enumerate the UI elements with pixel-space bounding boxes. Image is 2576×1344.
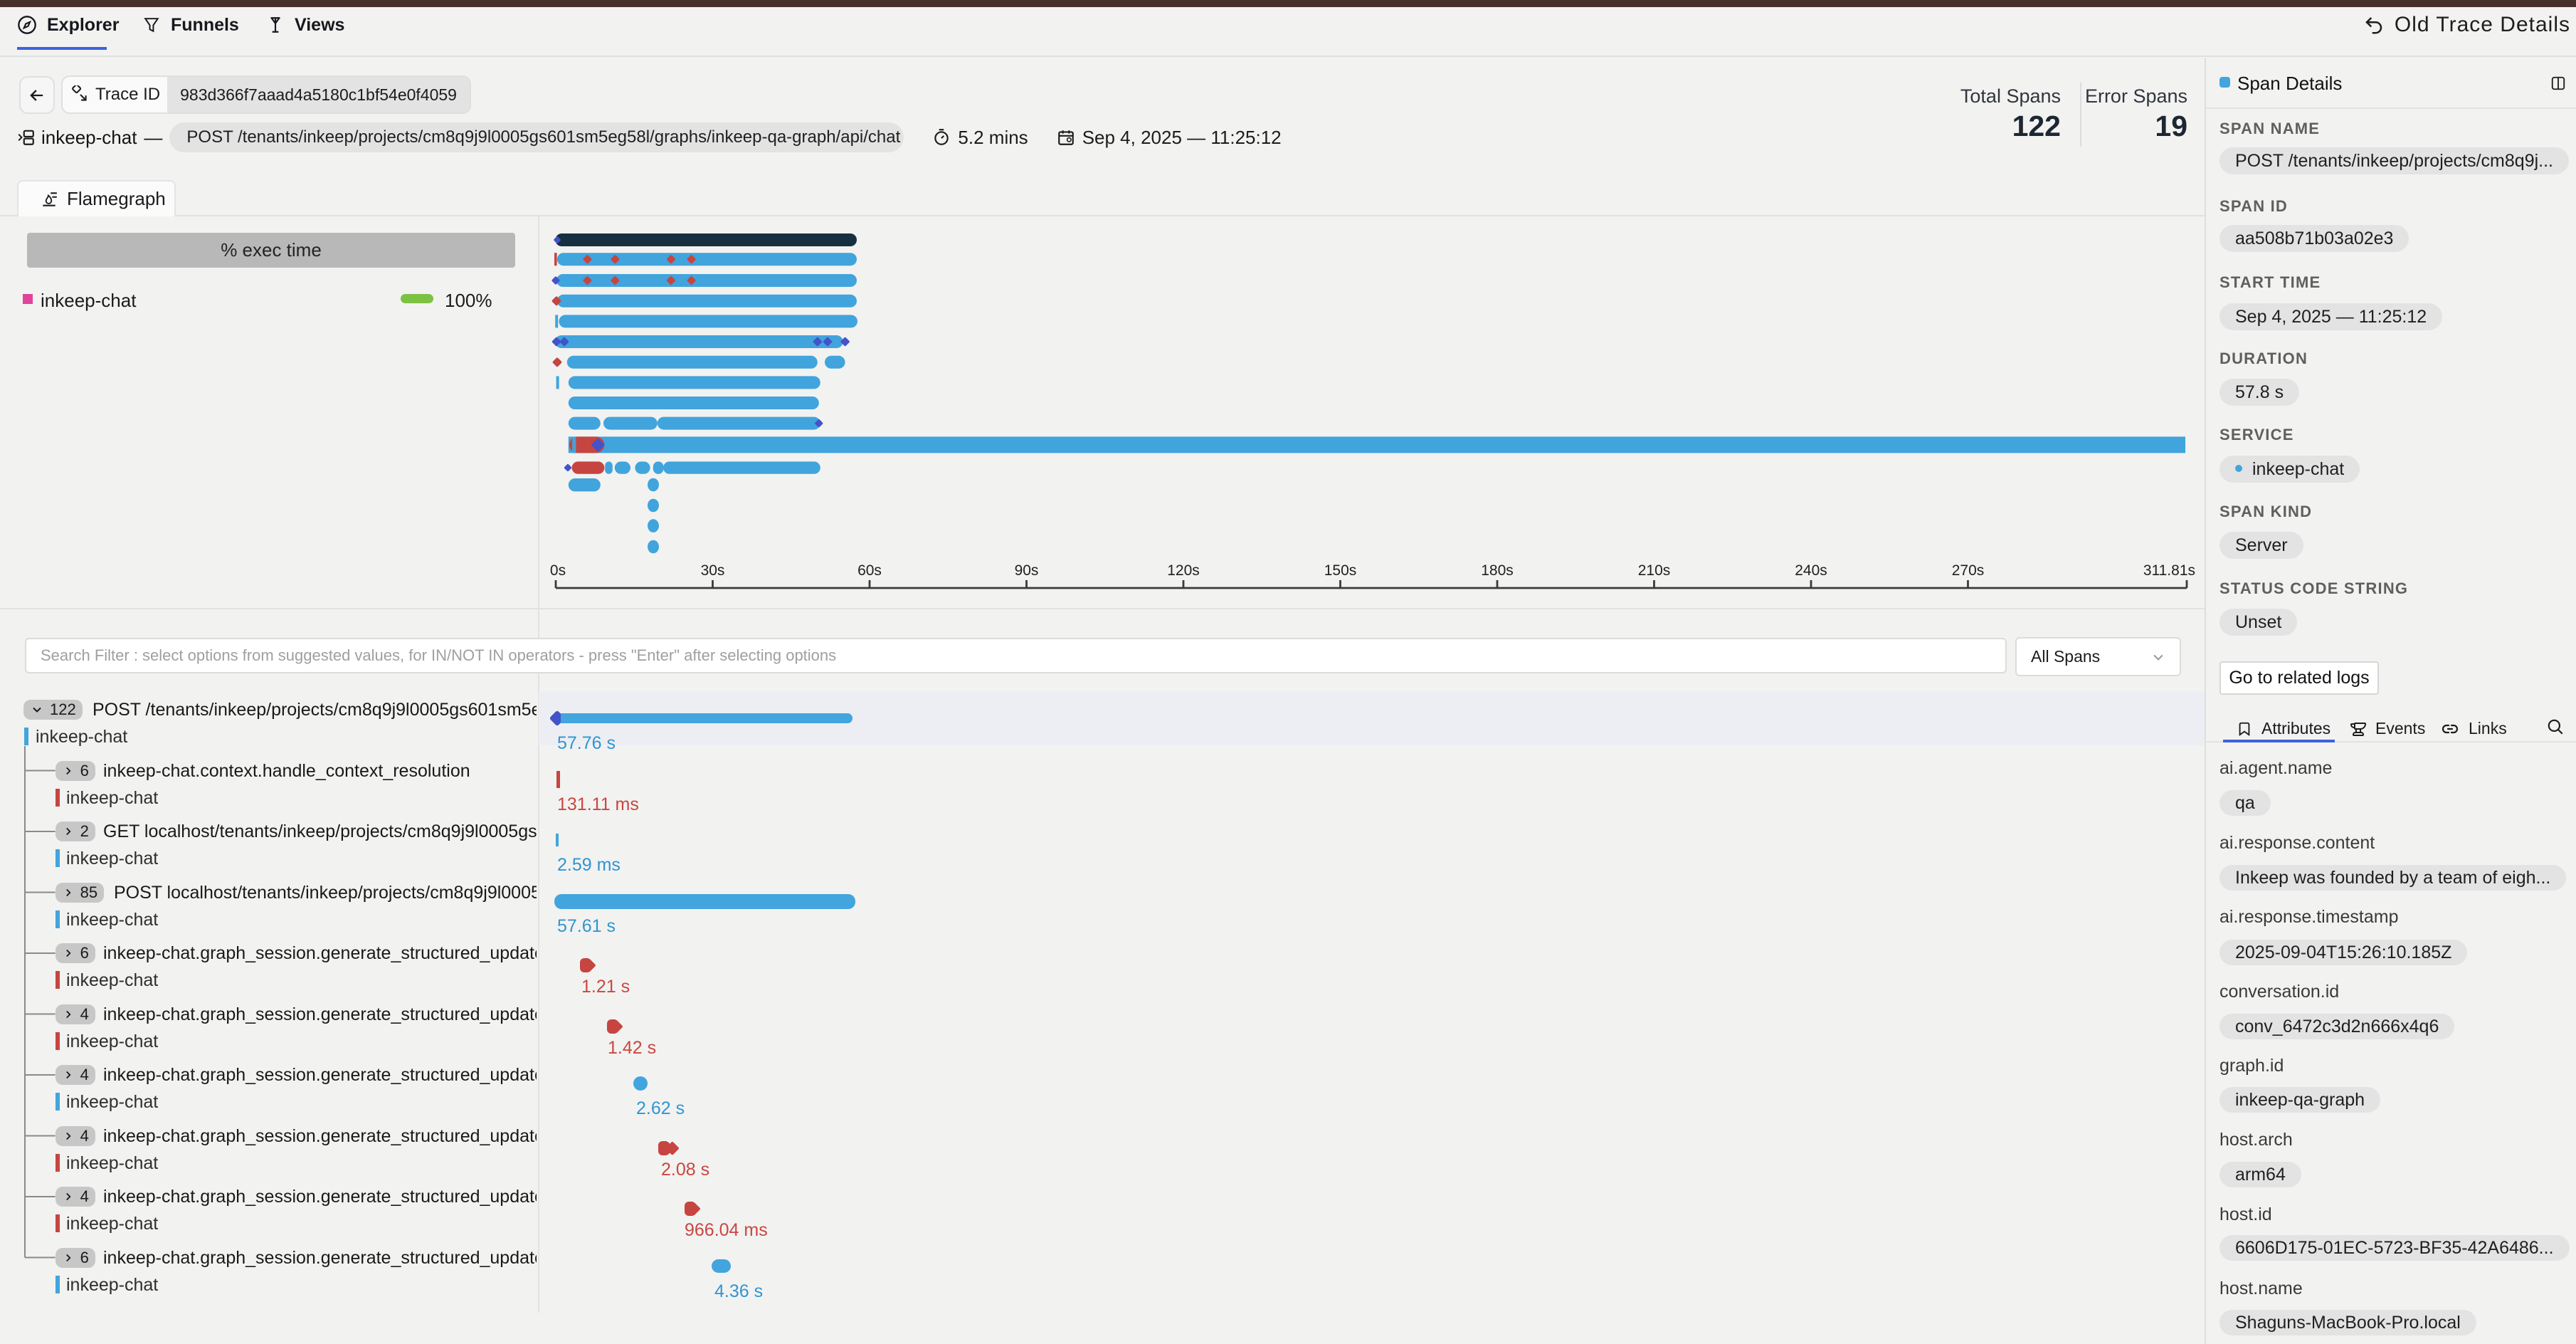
svg-text:210s: 210s xyxy=(1638,562,1671,579)
svg-text:60s: 60s xyxy=(857,562,882,579)
svg-text:90s: 90s xyxy=(1015,562,1039,579)
svg-text:120s: 120s xyxy=(1167,562,1200,579)
svg-text:180s: 180s xyxy=(1481,562,1514,579)
svg-text:150s: 150s xyxy=(1324,562,1357,579)
svg-text:30s: 30s xyxy=(701,562,725,579)
svg-text:0s: 0s xyxy=(550,562,566,579)
svg-text:270s: 270s xyxy=(1952,562,1985,579)
svg-text:240s: 240s xyxy=(1795,562,1827,579)
svg-text:311.81s: 311.81s xyxy=(2143,562,2195,579)
